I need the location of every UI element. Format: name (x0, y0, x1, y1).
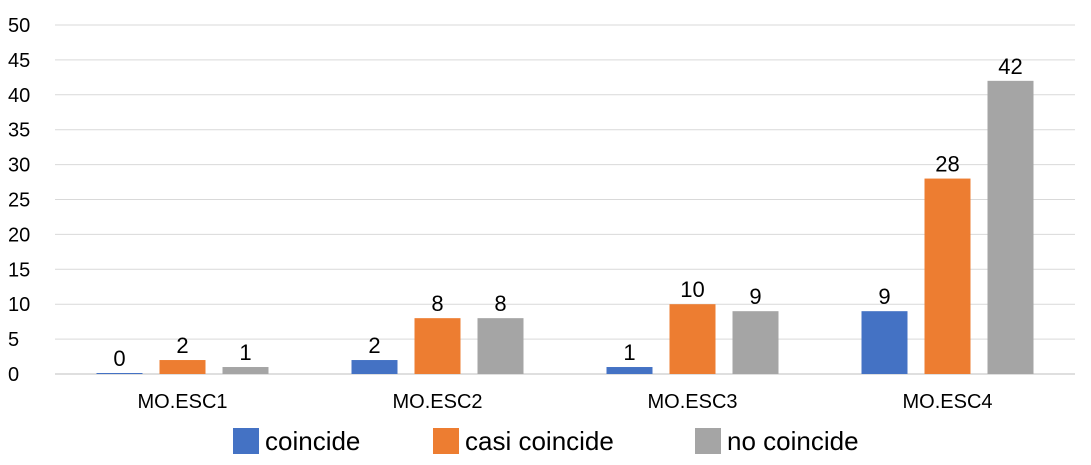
x-axis-category-labels: MO.ESC1 MO.ESC2 MO.ESC3 MO.ESC4 (137, 391, 992, 413)
bar (606, 367, 653, 374)
data-label: 1 (239, 340, 251, 365)
data-label: 2 (176, 333, 188, 358)
legend-label: casi coincide (465, 426, 614, 456)
y-tick-label: 40 (8, 85, 30, 107)
legend-swatch (233, 428, 259, 454)
bar (222, 367, 269, 374)
data-label: 8 (494, 291, 506, 316)
y-tick-label: 15 (8, 259, 30, 281)
data-label: 2 (368, 333, 380, 358)
bar (669, 304, 716, 374)
bar (732, 311, 779, 374)
data-label: 10 (680, 277, 704, 302)
data-label: 0 (113, 346, 125, 371)
y-tick-label: 45 (8, 50, 30, 72)
data-label: 9 (749, 284, 761, 309)
bar (351, 360, 398, 374)
legend: coincide casi coincide no coincide (233, 426, 859, 456)
x-category-label: MO.ESC3 (647, 391, 737, 413)
bar (414, 318, 461, 374)
x-category-label: MO.ESC2 (392, 391, 482, 413)
y-axis-tick-labels: 0 5 10 15 20 25 30 35 40 45 50 (8, 15, 30, 386)
y-tick-label: 50 (8, 15, 30, 37)
y-tick-label: 0 (8, 364, 19, 386)
bar (96, 373, 143, 374)
bar (159, 360, 206, 374)
bar (924, 178, 971, 374)
y-tick-label: 30 (8, 155, 30, 177)
y-tick-label: 25 (8, 190, 30, 212)
y-tick-label: 10 (8, 294, 30, 316)
gridlines (55, 24, 1075, 375)
bar (477, 318, 524, 374)
legend-label: coincide (265, 426, 360, 456)
legend-swatch (695, 428, 721, 454)
data-label: 1 (623, 340, 635, 365)
y-tick-label: 5 (8, 329, 19, 351)
legend-label: no coincide (727, 426, 859, 456)
y-tick-label: 35 (8, 120, 30, 142)
x-category-label: MO.ESC1 (137, 391, 227, 413)
bars (96, 80, 1034, 374)
bar (987, 80, 1034, 374)
bar (861, 311, 908, 374)
x-category-label: MO.ESC4 (902, 391, 992, 413)
data-label: 9 (878, 284, 890, 309)
data-label: 8 (431, 291, 443, 316)
data-label: 28 (935, 152, 959, 177)
y-tick-label: 20 (8, 224, 30, 246)
legend-swatch (433, 428, 459, 454)
data-label: 42 (998, 54, 1022, 79)
